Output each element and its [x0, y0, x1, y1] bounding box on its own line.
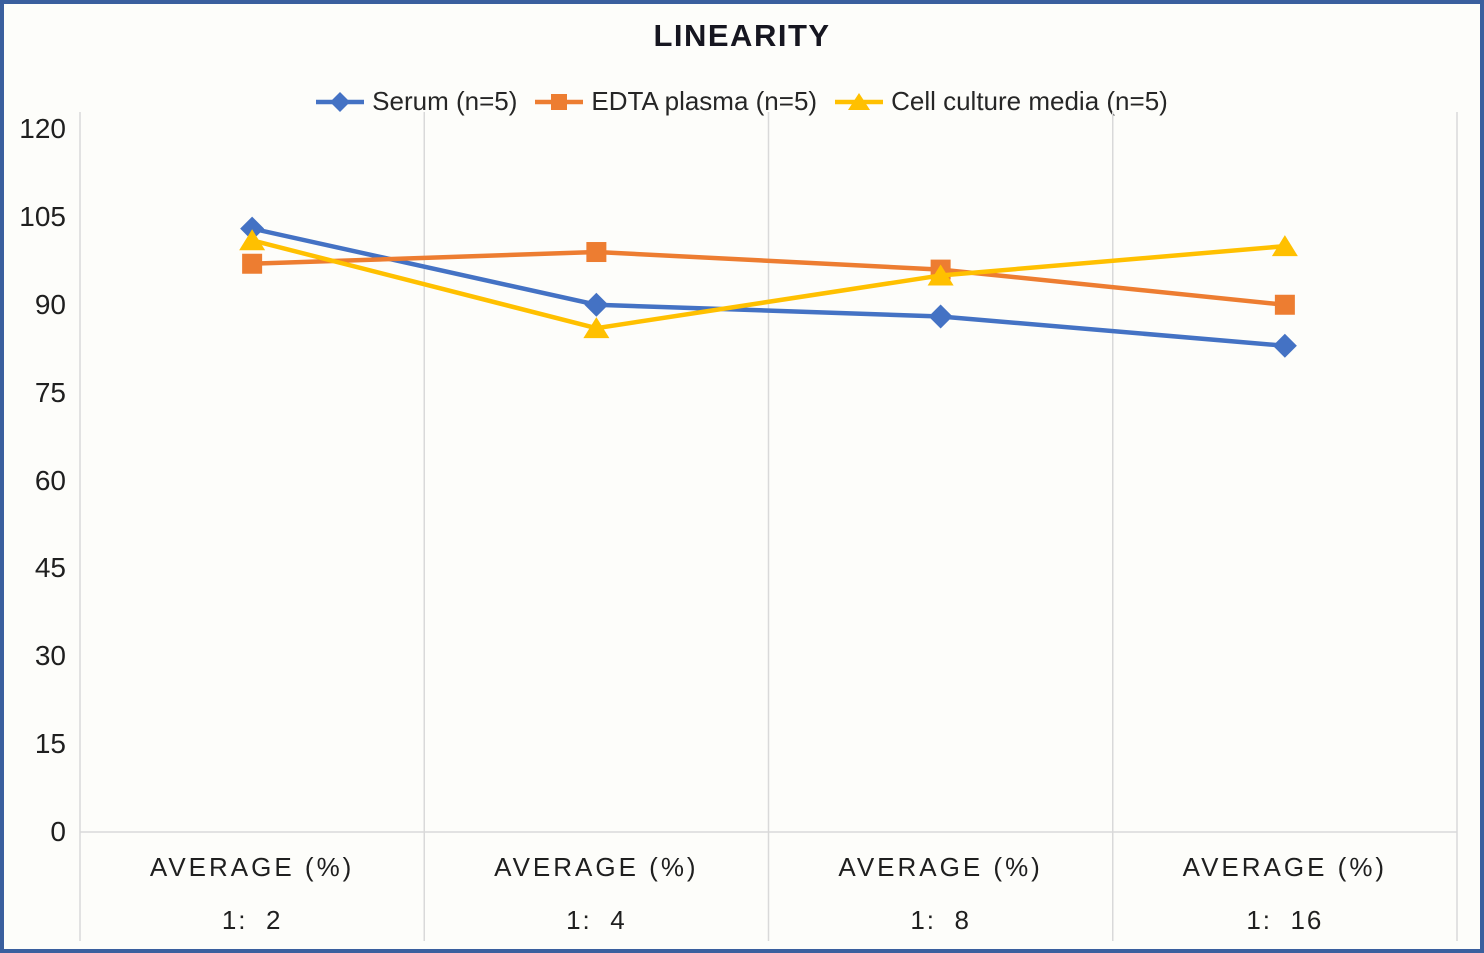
- legend-diamond-icon: [316, 91, 365, 112]
- y-tick-label: 45: [34, 552, 66, 584]
- x-axis-category-label: 1: 4: [566, 905, 627, 935]
- x-axis-group-label: AVERAGE (%): [149, 852, 355, 882]
- marker-triangle: [927, 264, 954, 286]
- y-tick-label: 30: [34, 640, 66, 672]
- x-axis-category-label: 1: 16: [1246, 905, 1324, 935]
- x-axis-category-label: 1: 2: [221, 905, 283, 935]
- marker-diamond: [240, 216, 265, 241]
- legend-label: EDTA plasma (n=5): [591, 86, 818, 116]
- marker-square: [551, 93, 568, 110]
- legend-triangle-icon: [835, 92, 884, 110]
- y-tick-label: 0: [50, 816, 66, 847]
- x-axis-group-label: AVERAGE (%): [1182, 852, 1388, 882]
- marker-triangle: [583, 317, 610, 339]
- chart-title: LINEARITY: [653, 18, 831, 53]
- marker-square: [930, 259, 951, 280]
- marker-diamond: [330, 91, 351, 112]
- series-line-edta-plasma-n-5: [252, 249, 1286, 307]
- marker-triangle: [239, 229, 266, 251]
- marker-square: [586, 242, 607, 263]
- marker-square: [242, 253, 263, 274]
- legend-square-icon: [535, 93, 584, 110]
- marker-diamond: [584, 292, 609, 317]
- y-tick-label: 75: [34, 376, 66, 408]
- series-line-cell-culture-media-n-5: [251, 238, 1286, 331]
- legend-item-serum-n-5: Serum (n=5): [316, 86, 517, 117]
- x-category-group: AVERAGE (%) 1: 2: [80, 849, 424, 938]
- x-category-group: AVERAGE (%) 1: 16: [1113, 849, 1457, 938]
- x-axis-group-label: AVERAGE (%): [838, 852, 1043, 882]
- y-tick-label: 120: [19, 113, 66, 144]
- x-category-group: AVERAGE (%) 1: 4: [424, 849, 768, 938]
- y-tick-label: 15: [34, 728, 66, 760]
- x-axis-group-label: AVERAGE (%): [494, 852, 699, 882]
- legend-label: Serum (n=5): [372, 86, 518, 116]
- legend-item-edta-plasma-n-5: EDTA plasma (n=5): [535, 86, 817, 117]
- y-tick-label: 90: [34, 288, 66, 320]
- marker-triangle: [848, 92, 871, 110]
- marker-diamond: [928, 304, 953, 329]
- marker-triangle: [1271, 235, 1298, 257]
- x-category-group: AVERAGE (%) 1: 8: [769, 849, 1113, 938]
- series-line-serum-n-5: [251, 226, 1286, 349]
- legend: Serum (n=5) EDTA plasma (n=5) Cell culture…: [4, 86, 1480, 117]
- legend-label: Cell culture media (n=5): [891, 86, 1168, 116]
- marker-diamond: [1272, 333, 1297, 358]
- x-axis-category-label: 1: 8: [910, 905, 971, 935]
- y-tick-label: 60: [34, 464, 66, 496]
- legend-item-cell-culture-media-n-5: Cell culture media (n=5): [835, 86, 1168, 117]
- marker-square: [1274, 294, 1295, 315]
- y-tick-label: 105: [19, 200, 66, 232]
